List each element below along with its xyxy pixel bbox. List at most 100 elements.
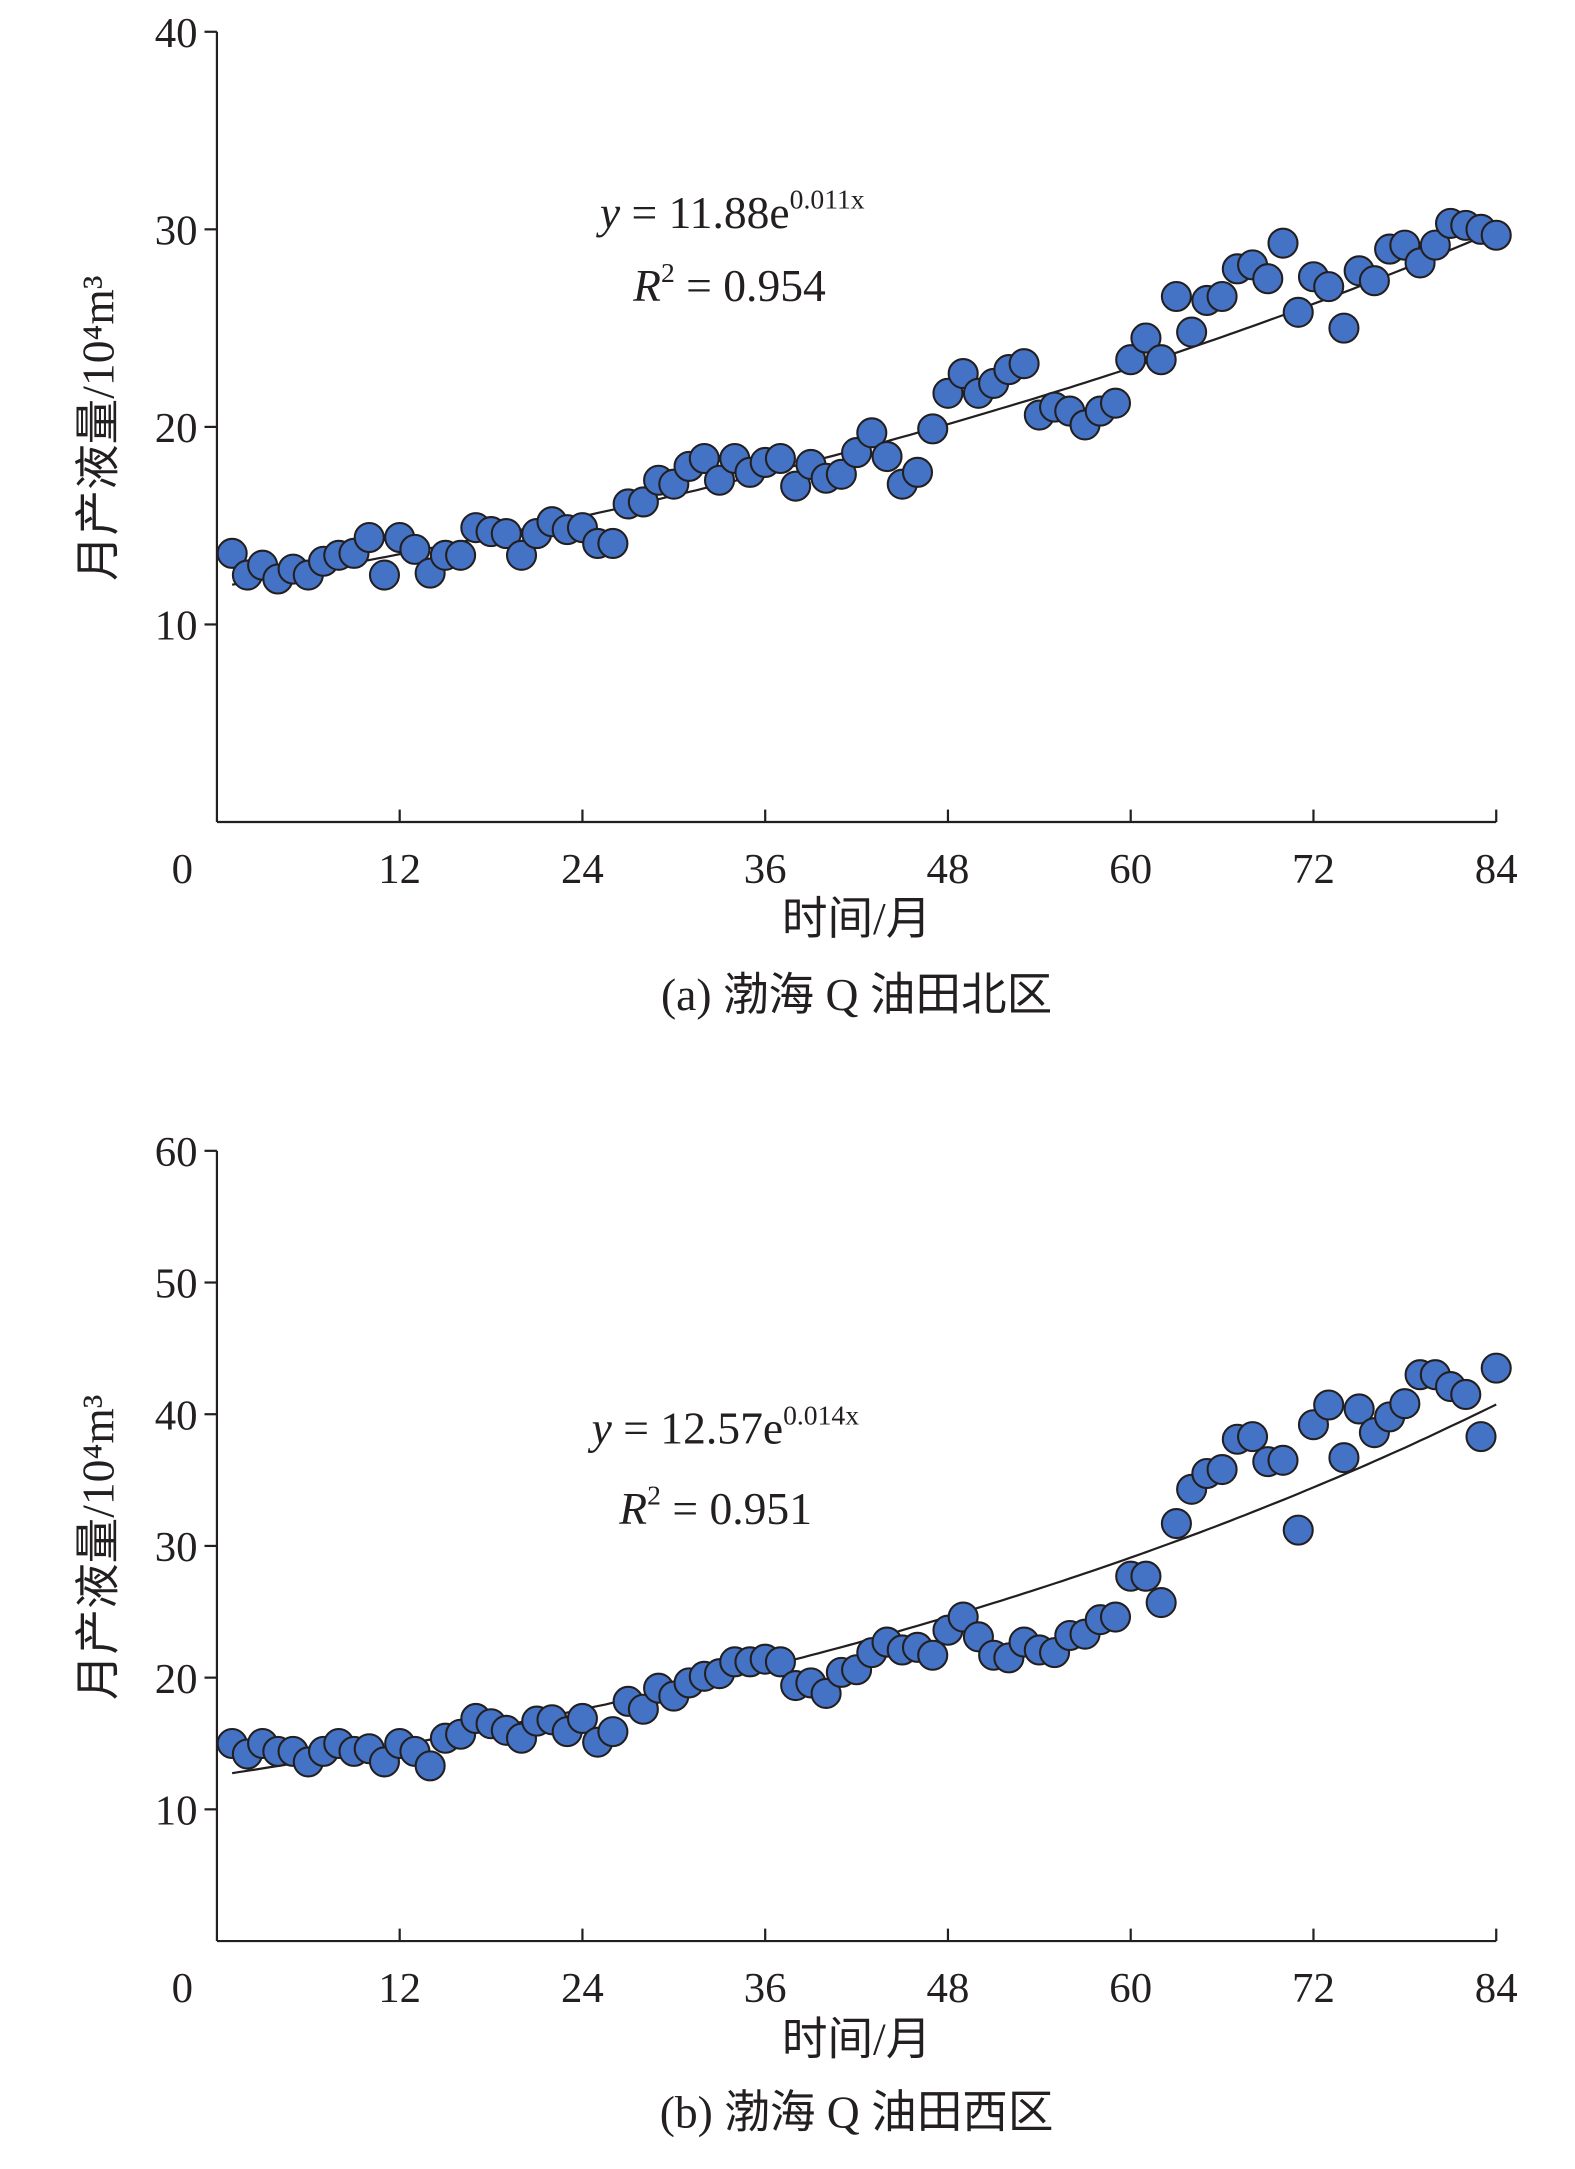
equation-exponent: 0.011x (790, 184, 865, 215)
data-point (917, 413, 949, 445)
data-point (1328, 312, 1360, 344)
x-tick-label: 36 (744, 846, 787, 893)
origin-label: 0 (172, 846, 193, 893)
r-label: R (618, 1483, 647, 1534)
x-tick-label: 24 (561, 1965, 604, 2012)
y-tick-label: 20 (155, 405, 198, 452)
x-tick-label: 48 (927, 846, 970, 893)
data-point (445, 539, 477, 571)
y-tick-label: 20 (155, 1656, 198, 1703)
x-axis-title: 时间/月 (782, 893, 931, 944)
data-point (1008, 348, 1040, 380)
data-point (597, 527, 629, 559)
data-point (901, 456, 934, 488)
data-point (703, 464, 736, 496)
data-point (353, 521, 385, 554)
data-point (490, 518, 522, 550)
x-tick-label: 60 (1109, 1965, 1152, 2012)
equation-rhs: = 12.57e (612, 1403, 783, 1454)
r-superscript: 2 (647, 1479, 661, 1510)
data-point (764, 442, 796, 475)
data-point (399, 533, 431, 565)
y-tick-label: 30 (155, 1524, 198, 1571)
x-tick-label: 60 (1109, 846, 1152, 893)
chart-a: 10 20 30 40 12 24 36 48 60 72 84 0 时间/月 月产液量/10⁴m³ (a)… (72, 10, 1517, 1020)
fit-equation: y = 11.88e0.011x (596, 184, 865, 238)
data-point (1389, 1388, 1421, 1420)
data-point (1145, 344, 1177, 376)
x-tick-label: 12 (378, 1965, 421, 2012)
x-tick-label: 24 (561, 846, 604, 893)
equation-exponent: 0.014x (783, 1399, 859, 1430)
y-axis-title: 月产液量/10⁴m³ (72, 1395, 123, 1701)
data-point (1099, 387, 1132, 419)
data-point (1282, 1514, 1314, 1546)
x-tick-label: 12 (378, 846, 421, 893)
data-point (1206, 1453, 1238, 1486)
r-squared: R2 = 0.951 (618, 1479, 812, 1533)
data-point (1328, 1442, 1360, 1474)
equation-lhs: y (596, 187, 621, 238)
x-tick-label: 36 (744, 1965, 787, 2012)
y-axis-title: 月产液量/10⁴m³ (72, 275, 123, 581)
x-tick-label: 72 (1292, 1965, 1335, 2012)
data-point (1419, 229, 1451, 261)
data-point (1160, 1507, 1192, 1540)
data-point (414, 1750, 446, 1782)
y-tick-label: 10 (155, 603, 198, 650)
equation-rhs: = 11.88e (620, 187, 790, 238)
data-point (1145, 1587, 1177, 1619)
data-point (1480, 219, 1512, 251)
y-tick-label: 40 (155, 10, 198, 57)
fit-equation: y = 12.57e0.014x (588, 1399, 860, 1453)
data-point (627, 486, 659, 518)
y-tick-label: 50 (155, 1261, 198, 1308)
data-point (505, 539, 538, 571)
data-point (688, 442, 720, 475)
data-point (1252, 263, 1284, 295)
origin-label: 0 (172, 1965, 193, 2012)
chart-caption: (b) 渤海 Q 油田西区 (660, 2087, 1054, 2138)
y-tick-label: 10 (155, 1788, 198, 1835)
data-point (1343, 1393, 1375, 1425)
x-tick-label: 84 (1475, 846, 1518, 893)
data-point (216, 537, 248, 569)
data-point (597, 1716, 629, 1748)
r-label: R (632, 260, 661, 311)
trend-line (231, 1403, 1497, 1775)
y-tick-label: 40 (155, 1392, 198, 1439)
data-point (368, 559, 400, 591)
data-point (1465, 1421, 1497, 1453)
y-tick-label: 60 (155, 1129, 198, 1176)
data-point (871, 440, 903, 473)
data-point (1358, 265, 1390, 297)
data-point (1313, 271, 1345, 303)
data-point (1237, 1421, 1269, 1453)
x-tick-label: 72 (1292, 846, 1335, 893)
x-tick-label: 48 (927, 1965, 970, 2012)
r-value: = 0.951 (661, 1483, 812, 1534)
chart-caption: (a) 渤海 Q 油田北区 (661, 969, 1052, 1020)
x-tick-label: 84 (1475, 1965, 1518, 2012)
data-point (810, 1677, 842, 1709)
data-point (627, 1693, 659, 1725)
x-axis-title: 时间/月 (782, 2013, 931, 2064)
data-point (1267, 227, 1299, 259)
equation-lhs: y (588, 1403, 613, 1454)
r-value: = 0.954 (675, 260, 826, 311)
data-point (764, 1646, 796, 1678)
chart-b: 10 20 30 40 50 60 12 24 36 48 60 72 84 0 时间/月 月产液量/10⁴m… (72, 1129, 1517, 2138)
data-point (1282, 296, 1314, 328)
data-point (1313, 1389, 1345, 1421)
data-point (1160, 280, 1192, 313)
data-point (856, 417, 888, 449)
data-point (825, 458, 857, 490)
data-point (1450, 1378, 1482, 1411)
data-point (1206, 280, 1238, 313)
data-point (1115, 344, 1147, 376)
data-point (566, 1702, 598, 1735)
data-point (1267, 1444, 1299, 1476)
data-point (917, 1639, 949, 1671)
data-point (1130, 1560, 1162, 1592)
